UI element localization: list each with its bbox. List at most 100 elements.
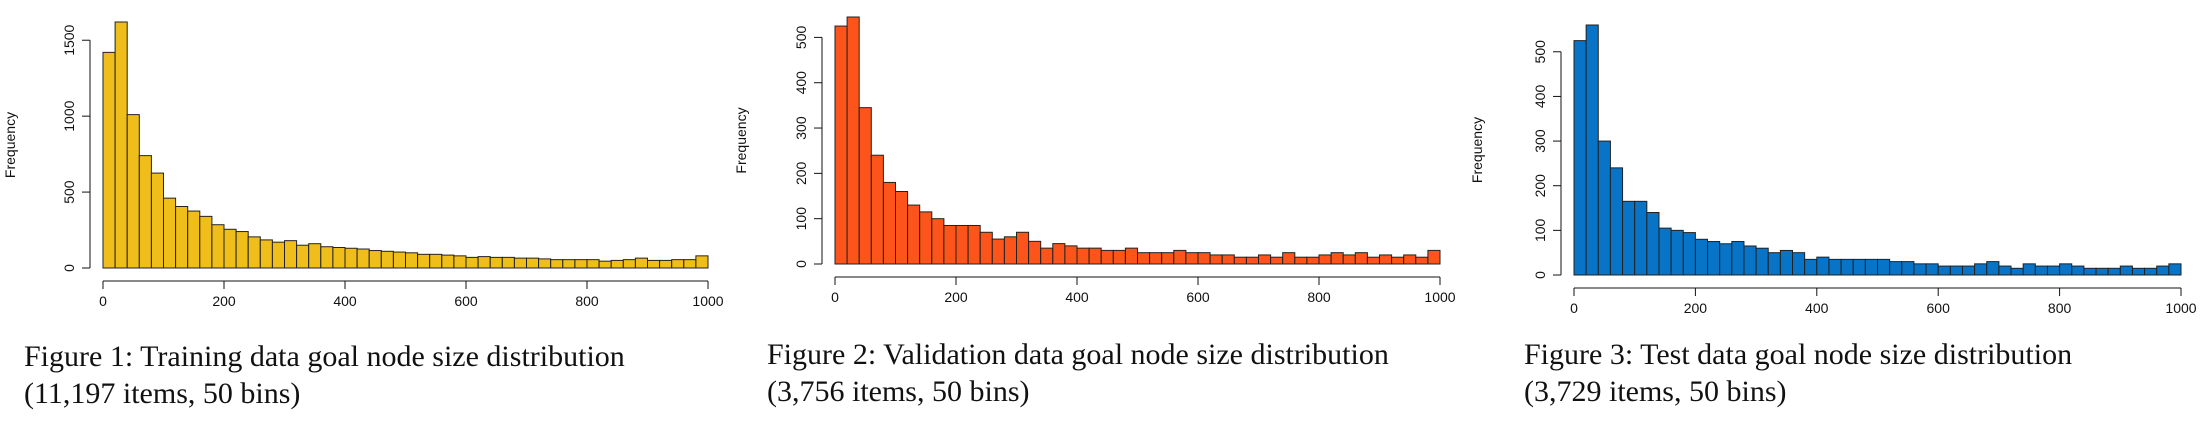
figure-3-bar <box>2119 265 2133 276</box>
figure-1-bar <box>683 259 697 269</box>
figure-3-x-tick-label: 400 <box>1805 300 1829 316</box>
figure-3-bar <box>1974 263 1988 276</box>
figure-1-y-tick-label: 0 <box>61 264 77 272</box>
figure-1-bar <box>356 248 370 269</box>
figure-2-bar <box>967 224 981 265</box>
figure-3-x-tick-label: 1000 <box>2165 300 2196 316</box>
figure-2-y-tick-label: 200 <box>793 161 809 185</box>
figure-3-x-tick-label: 0 <box>1570 300 1578 316</box>
figure-3-caption-line2: (3,729 items, 50 bins) <box>1524 375 1787 408</box>
figure-3-bar <box>1719 243 1733 276</box>
figure-2-bar <box>834 25 848 265</box>
figure-2-bar <box>1088 247 1102 265</box>
figure-1-bar <box>647 259 661 269</box>
figure-2-bar <box>955 224 969 265</box>
figure-3-bar <box>1634 200 1648 276</box>
figure-3-bar <box>1840 258 1854 276</box>
figure-2-x-tick-label: 600 <box>1186 289 1210 305</box>
figure-3-bar <box>1743 245 1757 276</box>
figure-2-bar <box>1197 252 1211 265</box>
figure-2-bar <box>1040 247 1054 265</box>
figure-3-bar <box>1767 252 1781 276</box>
figure-2-caption-line2: (3,756 items, 50 bins) <box>767 375 1030 408</box>
figure-2-y-tick-label: 400 <box>793 71 809 95</box>
figure-3-y-tick-label: 400 <box>1532 85 1548 109</box>
figure-1-bar <box>441 254 455 269</box>
figure-2-bar <box>1112 249 1126 265</box>
figure-1-bar <box>102 51 116 269</box>
figure-2-bar <box>1137 252 1151 265</box>
figure-1-bar <box>320 246 334 269</box>
figure-2-bar <box>1149 252 1163 265</box>
figure-1-bar <box>138 155 152 269</box>
figure-2-bar <box>858 107 872 265</box>
figure-2-bar <box>1016 231 1030 265</box>
figure-3-histogram: 0 200 400 600 800 1000 0 100 200 300 400 500 Frequen… <box>1469 24 2197 316</box>
figure-1-bar <box>465 256 479 269</box>
figure-3-bar <box>1731 241 1745 276</box>
figure-1-bar <box>526 257 540 269</box>
figure-2-bar <box>1161 252 1175 265</box>
figure-1-y-tick-label: 1000 <box>61 100 77 131</box>
figure-1-caption-line1: Figure 1: Training data goal node size d… <box>24 340 625 373</box>
figure-2-bar <box>1173 249 1187 265</box>
figure-1-x-tick-label: 600 <box>454 293 478 309</box>
figure-3-bar <box>1792 252 1806 276</box>
figure-3-caption-line1: Figure 3: Test data goal node size distr… <box>1524 338 2073 371</box>
figure-2-bar <box>1185 252 1199 265</box>
figure-2-bar <box>979 231 993 265</box>
figure-3-bar <box>2083 267 2097 276</box>
figure-1-bar <box>187 210 201 269</box>
figure-3-panel: 0 200 400 600 800 1000 0 100 200 300 400 500 Frequen… <box>1469 0 2200 430</box>
figure-3-bar <box>1901 261 1915 276</box>
figure-1-bar <box>659 259 673 269</box>
figure-2-bar <box>1427 249 1441 265</box>
figure-1-bar <box>332 247 346 269</box>
figure-2-x-tick-label: 200 <box>944 289 968 305</box>
figure-3-bar <box>2131 267 2146 276</box>
figure-1-bar <box>417 253 431 269</box>
figure-1-caption-line2: (11,197 items, 50 bins) <box>24 377 301 410</box>
figure-3-y-tick-label: 0 <box>1532 271 1548 279</box>
figure-2-bar <box>1028 240 1042 265</box>
figure-3-bar <box>1670 229 1684 276</box>
figure-3-bar <box>2107 267 2121 276</box>
figure-3-bar <box>2156 265 2170 276</box>
figure-3-bar <box>1816 256 1830 276</box>
figure-2-bar <box>1003 236 1017 265</box>
figure-3-y-axis-label: Frequency <box>1469 117 1485 183</box>
figure-3-bar <box>2144 267 2158 276</box>
figure-3-bar <box>1694 238 1709 276</box>
figure-2-x-tick-label: 0 <box>831 289 839 305</box>
figure-1-bar <box>223 228 237 269</box>
figure-2-x-tick-label: 1000 <box>1424 289 1455 305</box>
figure-1-bar <box>574 259 588 269</box>
figure-2-bar <box>1330 252 1344 265</box>
figure-3-bar <box>1779 249 1794 276</box>
figure-2-bar <box>1391 256 1405 265</box>
figure-3-bar <box>2059 263 2073 276</box>
figure-1-bar <box>308 243 322 269</box>
figure-2-bar <box>1064 245 1078 265</box>
figure-2-bar <box>870 154 884 265</box>
figure-2-y-tick-label: 100 <box>793 207 809 231</box>
figure-3-bar <box>1597 140 1611 276</box>
figure-3-bar <box>1913 263 1927 276</box>
figure-1-bar <box>453 255 467 269</box>
figure-2-histogram: 0 200 400 600 800 1000 0 100 200 300 400 500 Frequen… <box>733 16 1456 305</box>
figure-1-bar <box>175 206 189 269</box>
figure-1-bar <box>610 259 624 269</box>
figure-2-bar <box>1245 256 1259 265</box>
figure-1-bar <box>259 239 273 269</box>
figure-2-bar <box>1354 252 1368 265</box>
figure-3-x-tick-label: 200 <box>1684 300 1708 316</box>
figure-1-bar <box>284 240 298 269</box>
figure-1-bar <box>550 259 564 269</box>
figure-2-bar <box>1100 249 1114 265</box>
figure-2-bar <box>895 190 909 265</box>
figure-1-bar <box>211 224 225 269</box>
figure-2-bar <box>1052 243 1066 265</box>
figure-3-bar <box>1646 212 1660 276</box>
figure-1-bar <box>392 251 406 269</box>
figure-1-bar <box>513 257 528 269</box>
